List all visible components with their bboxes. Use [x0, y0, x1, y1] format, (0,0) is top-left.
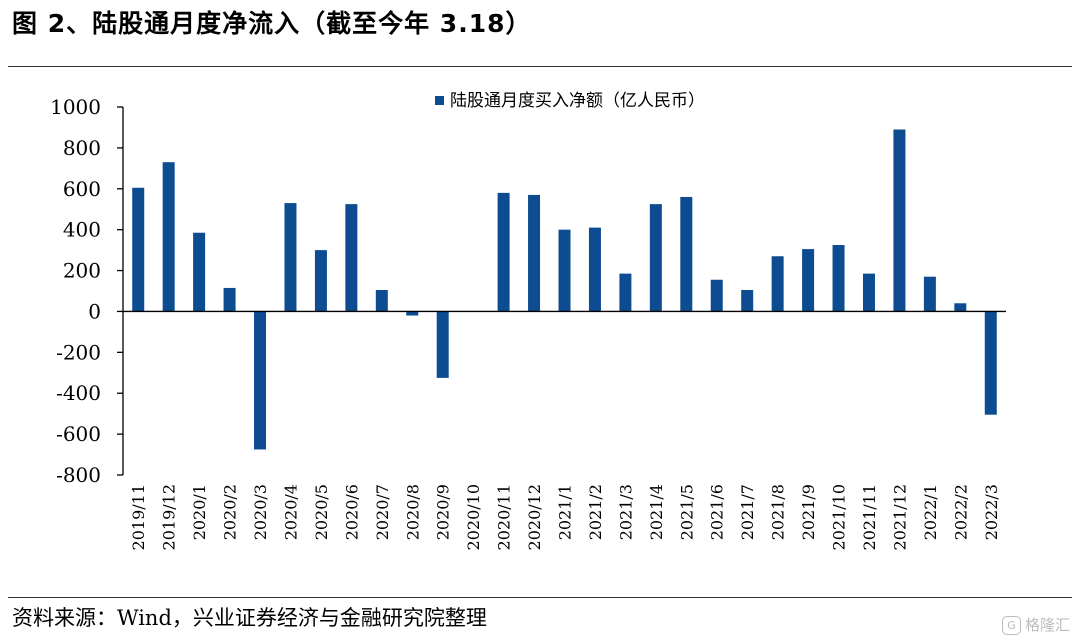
- y-tick-label: 0: [88, 299, 101, 323]
- watermark: G 格隆汇: [1001, 610, 1070, 640]
- x-tick-label: 2021/11: [860, 484, 879, 550]
- bar-2020-2: [223, 287, 236, 312]
- bar-2022-1: [923, 276, 936, 312]
- x-tick-label: 2020/10: [464, 484, 483, 550]
- legend: 陆股通月度买入净额（亿人民币）: [435, 91, 705, 111]
- bar-2021-9: [802, 249, 815, 312]
- x-tick-label: 2022/1: [921, 484, 940, 540]
- bar-2021-1: [558, 229, 571, 312]
- x-tick-label: 2021/12: [890, 484, 909, 550]
- y-tick-label: 800: [63, 136, 101, 160]
- x-tick-label: 2019/11: [129, 484, 148, 550]
- bar-2021-12: [893, 129, 906, 312]
- top-rule: [8, 66, 1072, 67]
- bar-2020-6: [345, 204, 358, 312]
- x-tick-label: 2021/6: [708, 484, 727, 540]
- bar-2020-4: [284, 203, 297, 312]
- x-tick-label: 2021/5: [677, 484, 696, 540]
- bar-2020-12: [528, 194, 541, 312]
- x-tick-label: 2021/10: [830, 484, 849, 550]
- bar-2022-3: [984, 311, 997, 415]
- y-axis: [117, 106, 124, 476]
- bar-2020-3: [254, 311, 267, 450]
- x-tick-label: 2021/9: [799, 484, 818, 540]
- bar-2019-12: [162, 162, 175, 312]
- bar-2021-7: [741, 289, 754, 312]
- x-tick-label: 2020/9: [434, 484, 453, 540]
- x-tick-label: 2020/7: [373, 484, 392, 540]
- x-tick-label: 2020/4: [281, 484, 300, 540]
- watermark-logo-icon: G: [1001, 616, 1021, 635]
- bar-2019-11: [132, 187, 145, 312]
- y-tick-labels: 1000 800 600 400 200 0 -200 -400 -600 -800: [50, 95, 101, 487]
- bar-2021-3: [619, 273, 632, 312]
- bar-2021-6: [710, 279, 723, 312]
- y-tick-label: -600: [56, 422, 101, 446]
- x-tick-labels: 2019/11 2019/12 2020/1 2020/2 2020/3 2020/4 20…: [129, 484, 1001, 550]
- bar-2020-9: [436, 311, 449, 378]
- legend-swatch: [435, 96, 444, 105]
- bar-2021-4: [649, 204, 662, 312]
- x-tick-label: 2021/7: [738, 484, 757, 540]
- bars: [132, 129, 997, 450]
- watermark-text: 格隆汇: [1024, 616, 1070, 634]
- x-tick-label: 2020/6: [342, 484, 361, 540]
- bottom-rule: [8, 597, 1072, 598]
- bar-2020-8: [406, 311, 419, 316]
- bar-2022-2: [954, 303, 967, 312]
- bar-2021-5: [680, 196, 693, 312]
- y-tick-label: -400: [56, 381, 101, 405]
- x-tick-label: 2020/3: [251, 484, 270, 540]
- x-tick-label: 2021/8: [769, 484, 788, 540]
- bar-2020-1: [193, 232, 206, 312]
- x-tick-label: 2020/8: [403, 484, 422, 540]
- bar-2020-11: [497, 192, 510, 312]
- x-tick-label: 2020/2: [221, 484, 240, 540]
- bar-2021-11: [862, 273, 875, 312]
- y-tick-label: -800: [56, 463, 101, 487]
- x-tick-label: 2021/2: [586, 484, 605, 540]
- x-tick-label: 2020/11: [495, 484, 514, 550]
- x-tick-label: 2021/1: [556, 484, 575, 540]
- bar-2020-5: [314, 250, 327, 312]
- y-tick-label: -200: [56, 340, 101, 364]
- legend-label: 陆股通月度买入净额（亿人民币）: [450, 91, 705, 111]
- bar-2021-10: [832, 245, 845, 312]
- y-tick-label: 600: [63, 177, 101, 201]
- source-note: 资料来源：Wind，兴业证券经济与金融研究院整理: [12, 606, 487, 630]
- x-tick-label: 2022/2: [951, 484, 970, 540]
- x-tick-label: 2020/12: [525, 484, 544, 550]
- bar-2021-8: [771, 256, 784, 312]
- bar-2020-7: [375, 289, 388, 312]
- y-tick-label: 1000: [50, 95, 101, 119]
- x-tick-label: 2022/3: [982, 484, 1001, 540]
- y-tick-label: 400: [63, 218, 101, 242]
- x-tick-label: 2020/1: [190, 484, 209, 540]
- x-tick-label: 2021/4: [647, 484, 666, 540]
- x-tick-label: 2019/12: [160, 484, 179, 550]
- x-tick-label: 2020/5: [312, 484, 331, 540]
- bar-2021-2: [588, 227, 601, 312]
- x-tick-label: 2021/3: [616, 484, 635, 540]
- figure-title: 图 2、陆股通月度净流入（截至今年 3.18）: [12, 9, 532, 38]
- y-tick-label: 200: [63, 259, 101, 283]
